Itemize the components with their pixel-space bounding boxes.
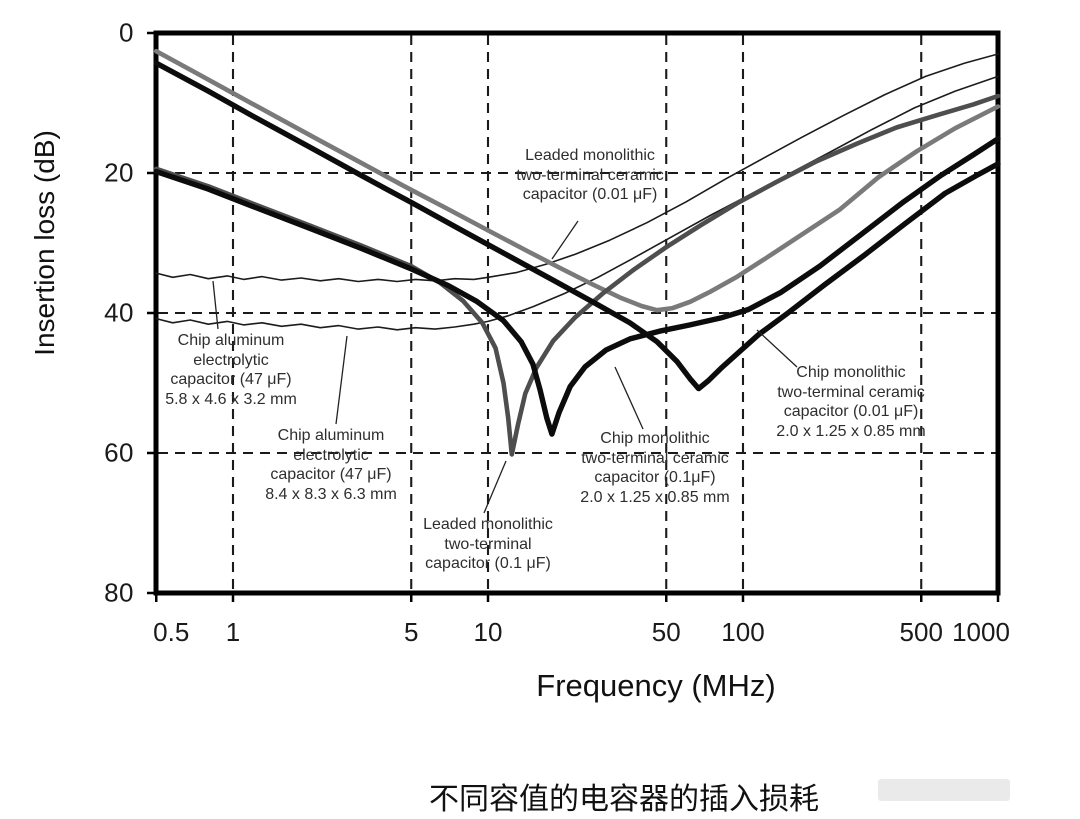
x-tick-label: 1 (225, 617, 241, 647)
figure-caption: 不同容值的电容器的插入损耗 (429, 783, 819, 816)
label-chip-ceramic-0p1uF: Chip monolithic two-terminal ceramic cap… (580, 430, 730, 506)
x-tick-label: 100 (721, 617, 765, 647)
y-tick-label: 40 (104, 297, 134, 328)
leader-line-label-leaded-0p01uF (551, 220, 579, 260)
y-tick-label: 20 (104, 157, 134, 188)
leader-line-label-chip-ceramic-0p01uF (756, 329, 798, 368)
curve-chip-aluminum-electrolytic-capacitor-47- (155, 53, 999, 283)
label-chip-electrolytic-small: Chip aluminum electrolytic capacitor (47… (165, 332, 297, 408)
curve-leaded-monolithic-two-terminal-ceramic-c (153, 48, 1001, 313)
x-tick-label: 50 (651, 617, 681, 647)
leader-line-label-leaded-0p1uF (483, 460, 507, 514)
label-chip-electrolytic-large: Chip aluminum electrolytic capacitor (47… (265, 427, 397, 503)
x-tick-label: 500 (899, 617, 943, 647)
leader-line-label-chip-electrolytic-small (212, 280, 219, 330)
x-tick-label: 5 (404, 617, 419, 647)
y-axis-title: Insertion loss (dB) (29, 130, 60, 356)
leader-line-label-chip-electrolytic-large (335, 335, 348, 425)
label-chip-ceramic-0p01uF: Chip monolithic two-terminal ceramic cap… (776, 364, 926, 440)
label-leaded-0p01uF: Leaded monolithic two-terminal ceramic c… (516, 147, 664, 204)
x-tick-label: 0.5 (153, 617, 190, 647)
curve-chip-monolithic-two-terminal-ceramic-cap (153, 135, 1001, 437)
curve-chip-monolithic-two-terminal-ceramic-cap (153, 60, 1001, 392)
label-leaded-0p1uF: Leaded monolithic two-terminal capacitor… (423, 516, 553, 573)
y-tick-label: 60 (104, 437, 134, 468)
watermark-smudge (878, 779, 1010, 801)
y-tick-label: 80 (104, 577, 134, 608)
y-tick-label: 0 (119, 17, 134, 48)
x-tick-label: 1000 (952, 617, 1010, 647)
x-axis-title: Frequency (MHz) (536, 668, 776, 703)
x-tick-label: 10 (473, 617, 503, 647)
leader-line-label-chip-ceramic-0p1uF (614, 366, 644, 430)
